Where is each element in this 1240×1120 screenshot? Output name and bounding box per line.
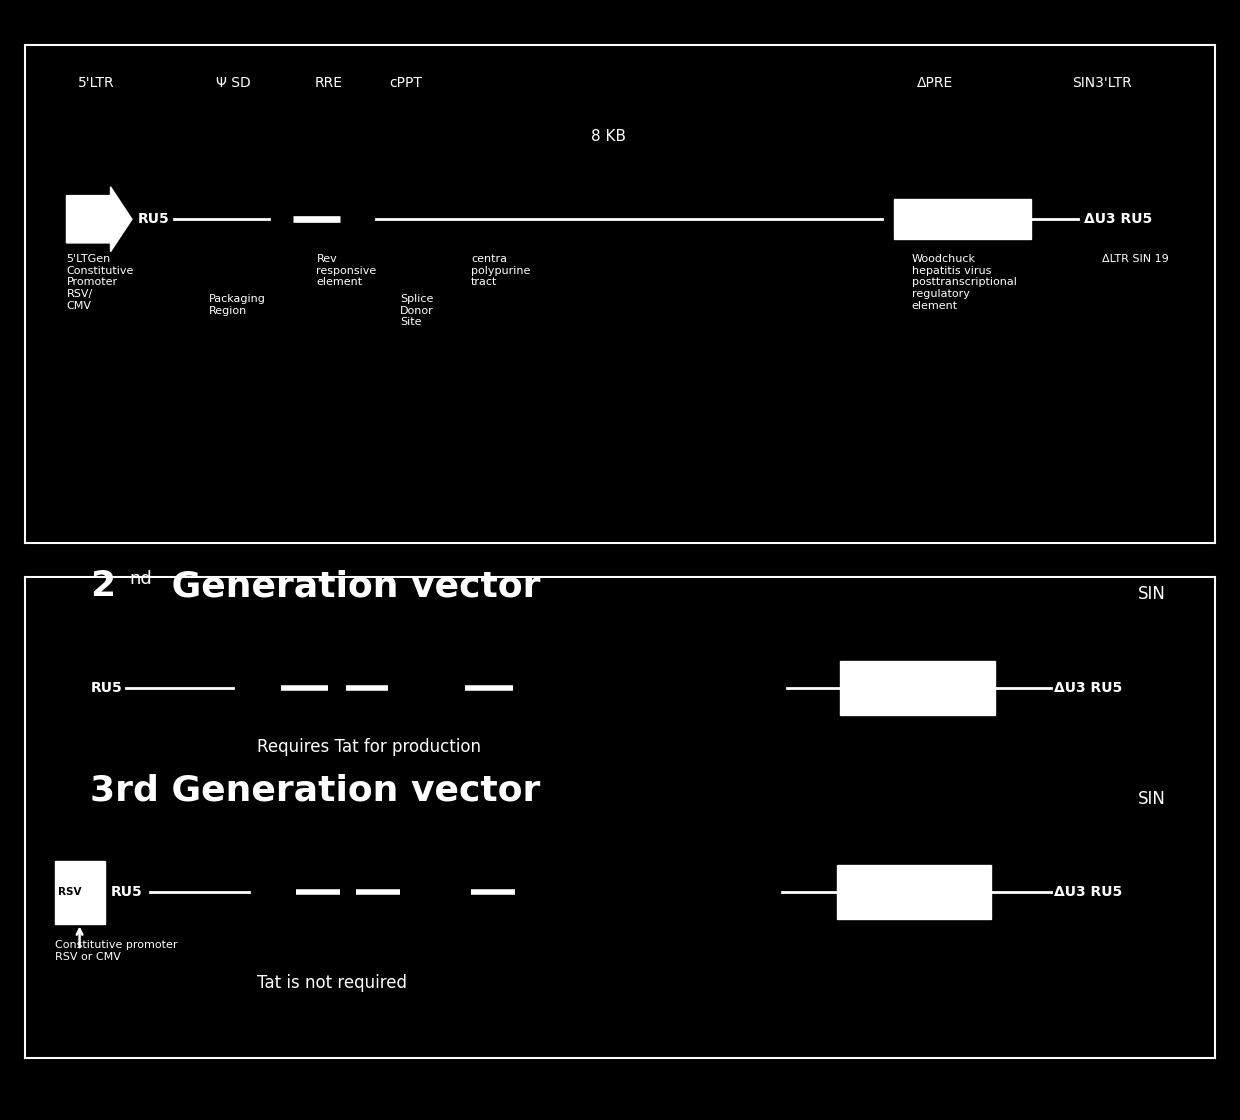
Text: RSV: RSV [58, 887, 82, 897]
Text: centra
polypurine
tract: centra polypurine tract [471, 254, 531, 288]
Text: ΔU3 RU5: ΔU3 RU5 [1084, 213, 1152, 226]
Text: SIN3'LTR: SIN3'LTR [1073, 76, 1132, 90]
Text: ΔU3 RU5: ΔU3 RU5 [1054, 885, 1122, 899]
Text: 2: 2 [91, 569, 115, 604]
Text: cPPT: cPPT [389, 76, 422, 90]
Text: Requires Tat for production: Requires Tat for production [257, 738, 481, 756]
Text: RU5: RU5 [138, 213, 170, 226]
Text: nd: nd [129, 570, 153, 588]
Bar [894, 199, 1030, 240]
Text: ΔPRE: ΔPRE [918, 76, 954, 90]
Text: B: B [610, 1071, 630, 1095]
Text: 5'LTR: 5'LTR [78, 76, 114, 90]
Text: SIN: SIN [1138, 586, 1166, 604]
Text: Constitutive promoter
RSV or CMV: Constitutive promoter RSV or CMV [55, 941, 177, 962]
Text: ΔU3 RU5: ΔU3 RU5 [1054, 681, 1122, 694]
Text: A: A [610, 553, 630, 578]
Text: 8 KB: 8 KB [590, 130, 626, 144]
Text: SIN: SIN [1138, 790, 1166, 808]
Text: RRE: RRE [315, 76, 342, 90]
Bar [841, 661, 994, 715]
Text: Splice
Donor
Site: Splice Donor Site [399, 295, 434, 327]
Text: 3rd Generation vector: 3rd Generation vector [91, 774, 541, 808]
Text: Generation vector: Generation vector [159, 569, 541, 604]
Text: Packaging
Region: Packaging Region [210, 295, 267, 316]
Text: Woodchuck
hepatitis virus
posttranscriptional
regulatory
element: Woodchuck hepatitis virus posttranscript… [911, 254, 1017, 310]
Bar [837, 866, 992, 920]
Text: RU5: RU5 [110, 885, 143, 899]
Text: Rev
responsive
element: Rev responsive element [316, 254, 377, 288]
Text: Tat is not required: Tat is not required [257, 974, 407, 992]
Bar [55, 861, 104, 924]
FancyArrow shape [67, 187, 131, 252]
Text: 5'LTGen
Constitutive
Promoter
RSV/
CMV: 5'LTGen Constitutive Promoter RSV/ CMV [67, 254, 134, 310]
Text: RU5: RU5 [91, 681, 122, 694]
Text: ΔLTR SIN 19: ΔLTR SIN 19 [1102, 254, 1169, 264]
Text: Ψ SD: Ψ SD [216, 76, 250, 90]
